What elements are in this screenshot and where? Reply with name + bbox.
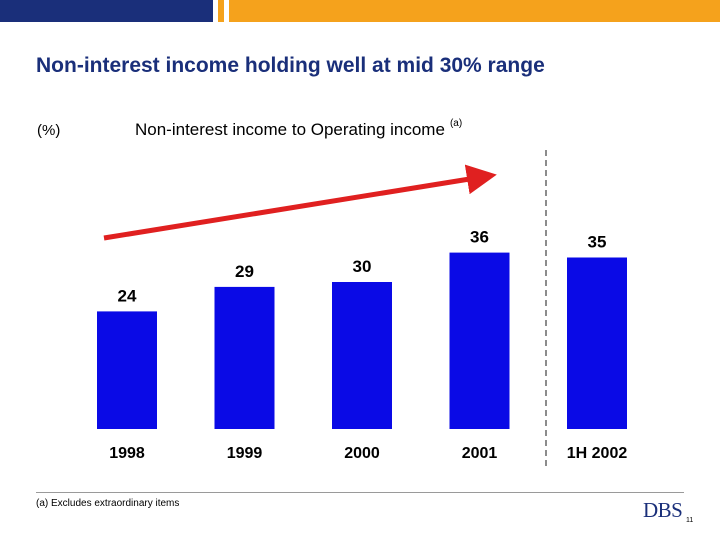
data-label: 29 [235,262,254,281]
top-bar-blue [0,0,213,22]
data-label: 35 [588,233,607,252]
top-bar-orange [229,0,720,22]
data-label: 30 [353,257,372,276]
slide-title: Non-interest income holding well at mid … [36,54,545,77]
x-tick-label: 1998 [109,445,145,462]
footer-rule [36,492,684,493]
x-tick-label: 1H 2002 [567,445,628,462]
chart-title-text: Non-interest income to Operating income [135,120,445,139]
bar-2000 [332,282,392,429]
dbs-logo: DBS [643,498,683,522]
data-label: 24 [118,286,137,305]
bar-2001 [449,252,510,429]
bar-1998 [97,311,157,429]
trend-arrow [103,164,497,241]
footnote: (a) Excludes extraordinary items [36,498,180,509]
top-bar-orange-small [218,0,224,22]
y-axis-unit-label: (%) [37,122,61,139]
x-tick-label: 1999 [227,445,263,462]
bar-1h-2002 [567,257,627,429]
x-tick-label: 2000 [344,445,380,462]
chart-title-note: (a) [449,118,463,130]
chart-title: Non-interest income to Operating income (… [135,118,463,140]
bar-1999 [214,286,275,429]
data-label: 36 [470,228,489,247]
x-tick-label: 2001 [462,445,498,462]
page-number: 11 [686,517,694,524]
bars-group: 24 1998 29 1999 30 2000 36 2001 35 1H 2002 [97,228,627,462]
